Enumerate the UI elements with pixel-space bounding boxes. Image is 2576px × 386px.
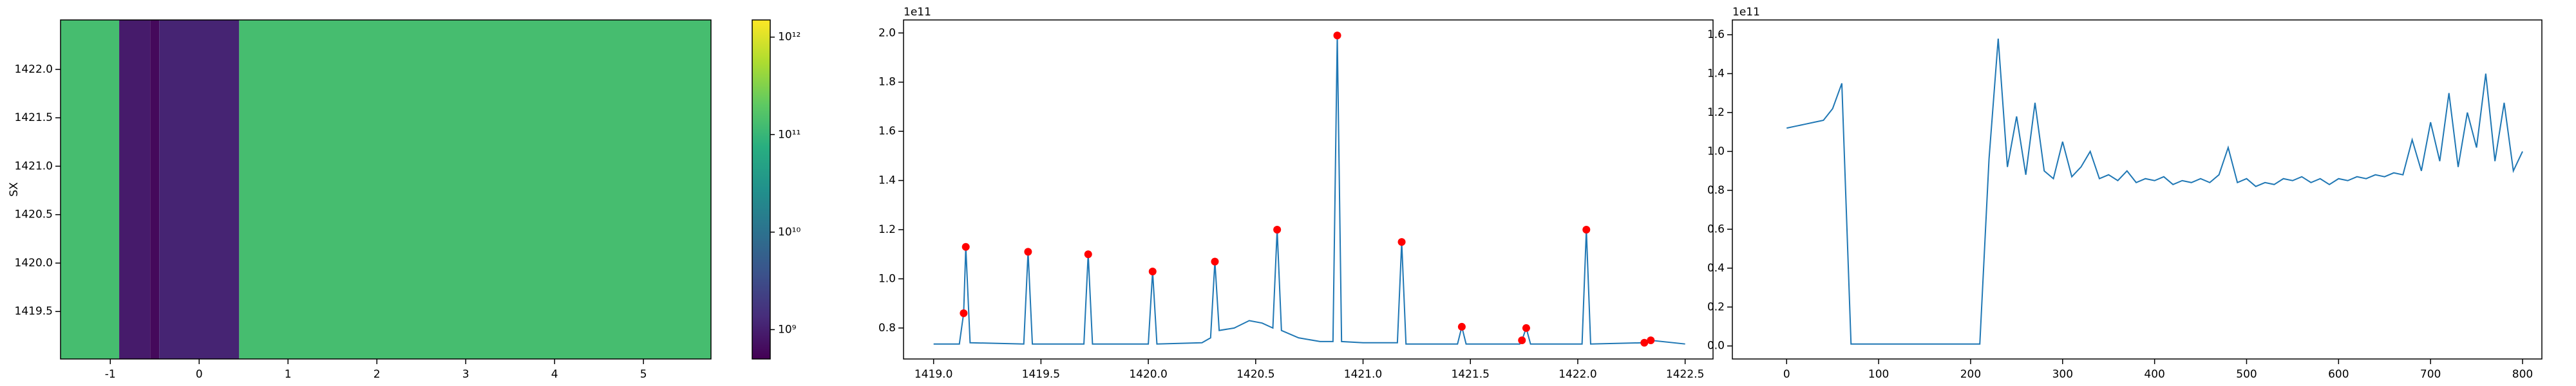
x-tick-label: 2 [374,368,381,381]
peak-marker [1333,32,1341,40]
peak-marker [960,309,968,317]
colorbar-tick-label: 10¹² [778,31,800,44]
x-tick-label: 1421.5 [1451,368,1489,381]
peak-marker [1397,238,1406,246]
x-tick-label: 1419.0 [914,368,952,381]
y-tick-label: 0.8 [878,322,896,335]
colorbar-tick-label: 10¹⁰ [778,226,800,239]
y-axis-label: SX [8,182,21,197]
peak-marker [1647,336,1655,344]
peak-marker [1640,338,1649,347]
x-tick-label: 700 [2420,368,2441,381]
y-tick-label: 0.4 [1707,262,1725,275]
x-tick-label: 0 [1783,368,1790,381]
y-tick-label: 1420.5 [15,208,53,221]
y-tick-label: 1419.5 [15,305,53,318]
y-tick-label: 1.4 [1707,67,1725,80]
y-tick-label: 1.4 [878,174,896,187]
heatmap-cell [61,20,120,359]
y-tick-label: 1422.0 [15,63,53,76]
x-tick-label: 1420.5 [1236,368,1274,381]
y-tick-label: 1.8 [878,76,896,89]
x-tick-label: 4 [551,368,558,381]
x-tick-label: 1422.0 [1558,368,1596,381]
y-tick-label: 1.6 [878,125,896,138]
x-tick-label: 3 [462,368,469,381]
peak-marker [961,243,970,251]
y-offset-label: 1e11 [904,6,931,19]
y-tick-label: 1421.0 [15,160,53,172]
peak-marker [1024,248,1032,256]
y-offset-label: 1e11 [1732,6,1760,19]
y-tick-label: 0.2 [1707,300,1725,313]
data-line [1786,38,2523,345]
peak-marker [1211,257,1219,266]
heatmap-cell [150,20,160,359]
x-tick-label: 1419.5 [1022,368,1060,381]
y-tick-label: 1420.0 [15,257,53,270]
y-tick-label: 0.6 [1707,223,1725,235]
axes-frame [1732,19,2543,360]
colorbar-frame [752,19,771,360]
data-line [933,35,1685,345]
y-tick-label: 2.0 [878,26,896,39]
x-tick-label: 1420.0 [1129,368,1167,381]
colorbar-tick-label: 10¹¹ [778,128,800,141]
axes-frame [903,19,1714,360]
x-tick-label: 600 [2328,368,2349,381]
x-tick-label: 800 [2512,368,2533,381]
peak-marker [1518,336,1526,344]
heatmap-cell [119,20,151,359]
x-tick-label: 100 [1868,368,1889,381]
heatmap-cell [159,20,240,359]
y-tick-label: 0.0 [1707,340,1725,353]
x-tick-label: -1 [105,368,116,381]
colorbar [752,20,770,359]
heatmap-cell [239,20,711,359]
x-tick-label: 0 [196,368,203,381]
x-tick-label: 1422.5 [1666,368,1704,381]
y-tick-label: 1.2 [878,223,896,236]
peak-marker [1273,225,1282,234]
x-tick-label: 1421.0 [1344,368,1382,381]
x-tick-label: 500 [2236,368,2257,381]
y-tick-label: 1.0 [1707,145,1725,158]
peak-marker [1582,225,1591,234]
y-tick-label: 1.0 [878,272,896,285]
y-tick-label: 1.6 [1707,28,1725,41]
x-tick-label: 200 [1960,368,1981,381]
peak-marker [1084,250,1092,259]
peak-marker [1522,324,1530,332]
peak-marker [1148,267,1157,275]
y-tick-label: 1.2 [1707,106,1725,119]
x-tick-label: 400 [2144,368,2164,381]
x-tick-label: 5 [640,368,647,381]
y-tick-label: 0.8 [1707,184,1725,197]
x-tick-label: 300 [2052,368,2073,381]
x-tick-label: 1 [285,368,292,381]
axes-frame [60,19,712,360]
colorbar-tick-label: 10⁹ [778,323,797,336]
peak-marker [1457,322,1466,331]
y-tick-label: 1421.5 [15,111,53,124]
